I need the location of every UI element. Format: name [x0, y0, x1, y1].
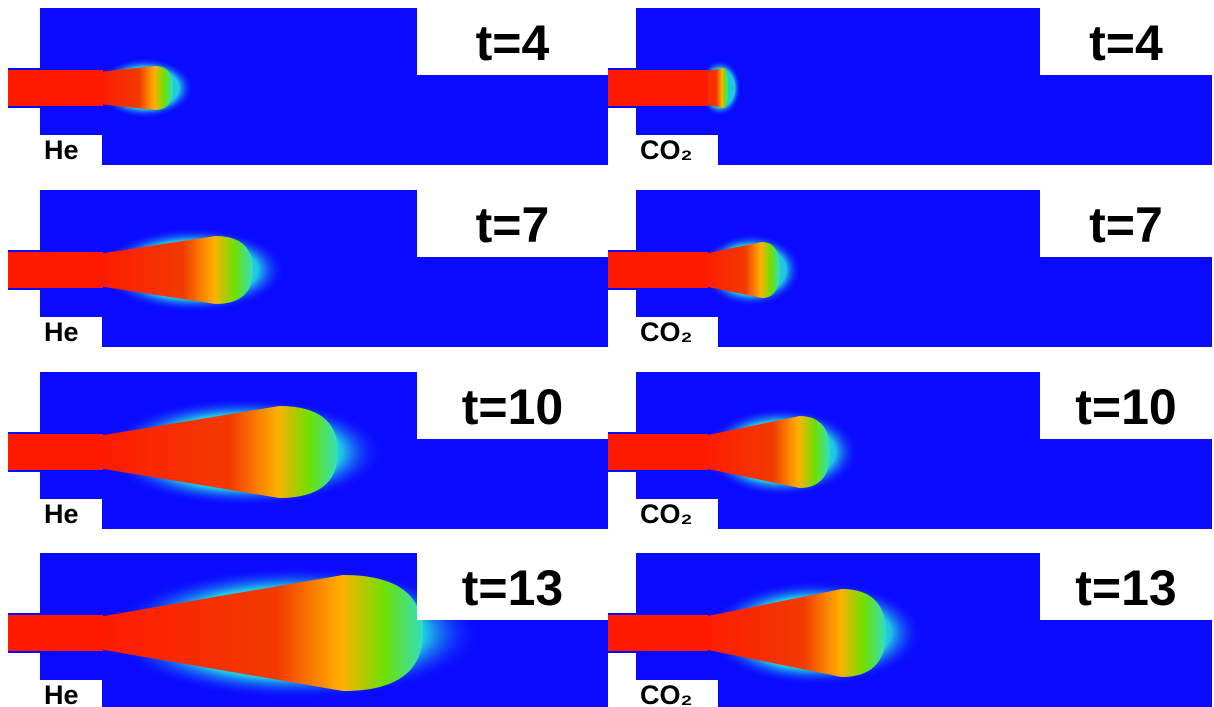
inlet-jet [8, 434, 103, 470]
panel: t=10 He [8, 372, 608, 529]
inlet-jet [608, 252, 708, 288]
panel: t=13 CO₂ [608, 553, 1212, 707]
gas-label: He [44, 135, 79, 165]
panel: t=7 He [8, 190, 608, 347]
panel: t=7 CO₂ [608, 190, 1212, 347]
time-label: t=7 [476, 197, 550, 253]
gas-label: He [44, 317, 79, 347]
inlet-jet [8, 252, 103, 288]
gas-label: CO₂ [640, 135, 693, 165]
inlet-jet [608, 70, 708, 106]
inlet-jet [608, 434, 708, 470]
time-label: t=7 [1089, 197, 1163, 253]
time-label: t=4 [1089, 15, 1163, 71]
time-label: t=13 [462, 560, 563, 616]
gas-label: He [44, 499, 79, 529]
gas-label: CO₂ [640, 317, 693, 347]
gas-label: CO₂ [640, 499, 693, 529]
panel: t=4 CO₂ [608, 8, 1212, 165]
inlet-jet [608, 615, 708, 651]
inlet-jet [8, 70, 103, 106]
time-label: t=13 [1075, 560, 1176, 616]
panel: t=4 He [8, 8, 608, 165]
plume [98, 66, 173, 110]
time-label: t=10 [1075, 379, 1176, 435]
panel: t=10 CO₂ [608, 372, 1212, 529]
panel: t=13 He [8, 553, 608, 707]
gas-label: CO₂ [640, 680, 693, 707]
time-label: t=10 [462, 379, 563, 435]
inlet-jet [8, 615, 103, 651]
time-label: t=4 [476, 15, 550, 71]
gas-label: He [44, 680, 79, 707]
figure: t=4 He t=4 CO₂ t=7 He t=7 CO₂ t=10 He t=10 CO₂ t=13 H… [0, 0, 1214, 707]
